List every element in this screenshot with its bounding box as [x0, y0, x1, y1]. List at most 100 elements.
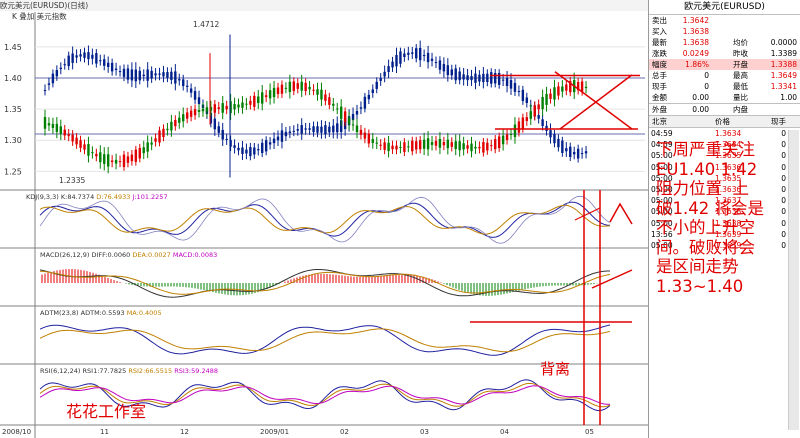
candle-body — [197, 110, 201, 112]
candle-body — [328, 126, 331, 133]
candle-body — [138, 147, 141, 159]
tick-volume: 0 — [781, 151, 786, 161]
candle-body — [63, 64, 66, 66]
candle-body — [407, 52, 410, 55]
candle-body — [241, 147, 244, 154]
candle-body — [237, 104, 240, 108]
candle-body — [387, 142, 390, 152]
candle-body — [91, 54, 94, 59]
quote-label: 最高 — [733, 71, 748, 80]
candle-body — [336, 123, 339, 133]
candle-body — [470, 143, 473, 152]
x-tick-label: 2008/10 — [2, 428, 31, 436]
tick-row: 05:00 1.3637 0 — [649, 195, 800, 206]
candle-body — [316, 89, 319, 95]
tick-row: 05:00 1.3638 0 — [649, 206, 800, 217]
candle-body — [580, 153, 584, 155]
quote-value: 1.86% — [685, 60, 709, 69]
x-tick-label: 12 — [180, 428, 189, 436]
candle-body — [209, 106, 213, 111]
candle-body — [126, 68, 130, 80]
quote-row: 现手 0 最低 1.3341 — [649, 81, 800, 92]
quote-label: 总手 — [652, 71, 667, 80]
candle-body — [292, 81, 296, 92]
tick-price: 1.3636 — [715, 162, 742, 172]
candle-body — [122, 154, 126, 168]
candle-body — [363, 132, 367, 139]
chart-area[interactable]: 1.45 1.40 1.35 1.30 1.25 2008/10 11 12 2009/01 02… — [0, 0, 648, 438]
candle-body — [126, 156, 130, 163]
y-tick-label: 1.30 — [4, 136, 22, 145]
candle-body — [237, 147, 240, 151]
candle-body — [415, 141, 418, 150]
candle-body — [565, 84, 568, 91]
tick-row: 05:00 1.3636 0 — [649, 162, 800, 173]
candle-body — [541, 96, 544, 110]
candle-body — [67, 55, 70, 67]
tick-price: 1.3635 — [715, 173, 742, 183]
quote-label: 卖出 — [652, 16, 667, 25]
candle-body — [505, 77, 509, 87]
rsi1 — [39, 379, 611, 412]
candle-body — [162, 72, 165, 77]
tick-volume: 0 — [781, 129, 786, 138]
tick-volume: 0 — [781, 173, 786, 183]
x-tick-label: 02 — [340, 428, 349, 436]
candle-body — [201, 108, 205, 112]
candle-body — [221, 103, 224, 113]
candle-body — [458, 71, 461, 81]
candle-body — [95, 53, 98, 64]
candle-body — [110, 62, 114, 72]
candle-body — [288, 81, 292, 92]
watermark: 花花工作室 — [66, 402, 147, 421]
candle-body — [509, 134, 513, 136]
tick-time: 04:59 — [651, 140, 673, 150]
overlay-label: K 叠加 美元指数 — [12, 12, 67, 21]
candle-body — [442, 64, 446, 72]
tick-row: 05:00 1.3636 0 — [649, 184, 800, 195]
candle-body — [276, 87, 280, 94]
candle-body — [320, 126, 323, 133]
candle-body — [312, 126, 315, 133]
candlestick-chart[interactable]: 1.45 1.40 1.35 1.30 1.25 2008/10 11 12 2009/01 02… — [0, 0, 648, 438]
tick-volume: 0 — [781, 229, 786, 239]
candle-body — [182, 79, 185, 87]
candle-body — [47, 123, 51, 126]
quote-value: 1.00 — [780, 93, 797, 102]
tick-scrollbar[interactable] — [788, 130, 799, 430]
candle-body — [59, 67, 62, 70]
candle-body — [438, 60, 442, 70]
candle-body — [490, 145, 493, 147]
tick-time: 04:59 — [651, 129, 673, 138]
tick-volume: 0 — [781, 207, 786, 217]
candle-body — [118, 71, 122, 73]
candle-body — [403, 53, 406, 57]
candle-body — [537, 104, 540, 110]
tick-row: 04:59 1.3634 0 — [649, 128, 800, 139]
x-tick-label: 2009/01 — [260, 428, 289, 436]
candle-body — [403, 142, 406, 152]
candle-body — [205, 107, 209, 112]
candle-body — [395, 145, 398, 150]
candle-body — [525, 117, 529, 122]
candle-body — [411, 140, 414, 152]
candle-body — [182, 114, 185, 122]
candle-body — [47, 83, 51, 85]
candle-body — [134, 69, 138, 82]
x-tick-label: 05 — [585, 428, 594, 436]
candle-body — [122, 68, 126, 77]
kdj-k-line — [39, 201, 611, 238]
candle-body — [59, 126, 62, 134]
candle-body — [170, 71, 173, 80]
outer-inner-row: 外盘 0.00 内盘 — [649, 103, 800, 115]
kdj-mark — [574, 207, 601, 221]
candle-body — [83, 144, 86, 150]
candle-body — [51, 123, 55, 128]
candle-body — [55, 69, 59, 77]
candle-body — [280, 84, 284, 94]
candle-body — [379, 78, 382, 81]
candle-body — [150, 70, 153, 79]
quote-row: 金额 0.00 量比 1.00 — [649, 92, 800, 103]
quote-label: 涨跌 — [652, 49, 667, 58]
kdj-label: KDJ(9,3,3) K:84.7374 D:76.4933 J:101.225… — [26, 193, 168, 201]
